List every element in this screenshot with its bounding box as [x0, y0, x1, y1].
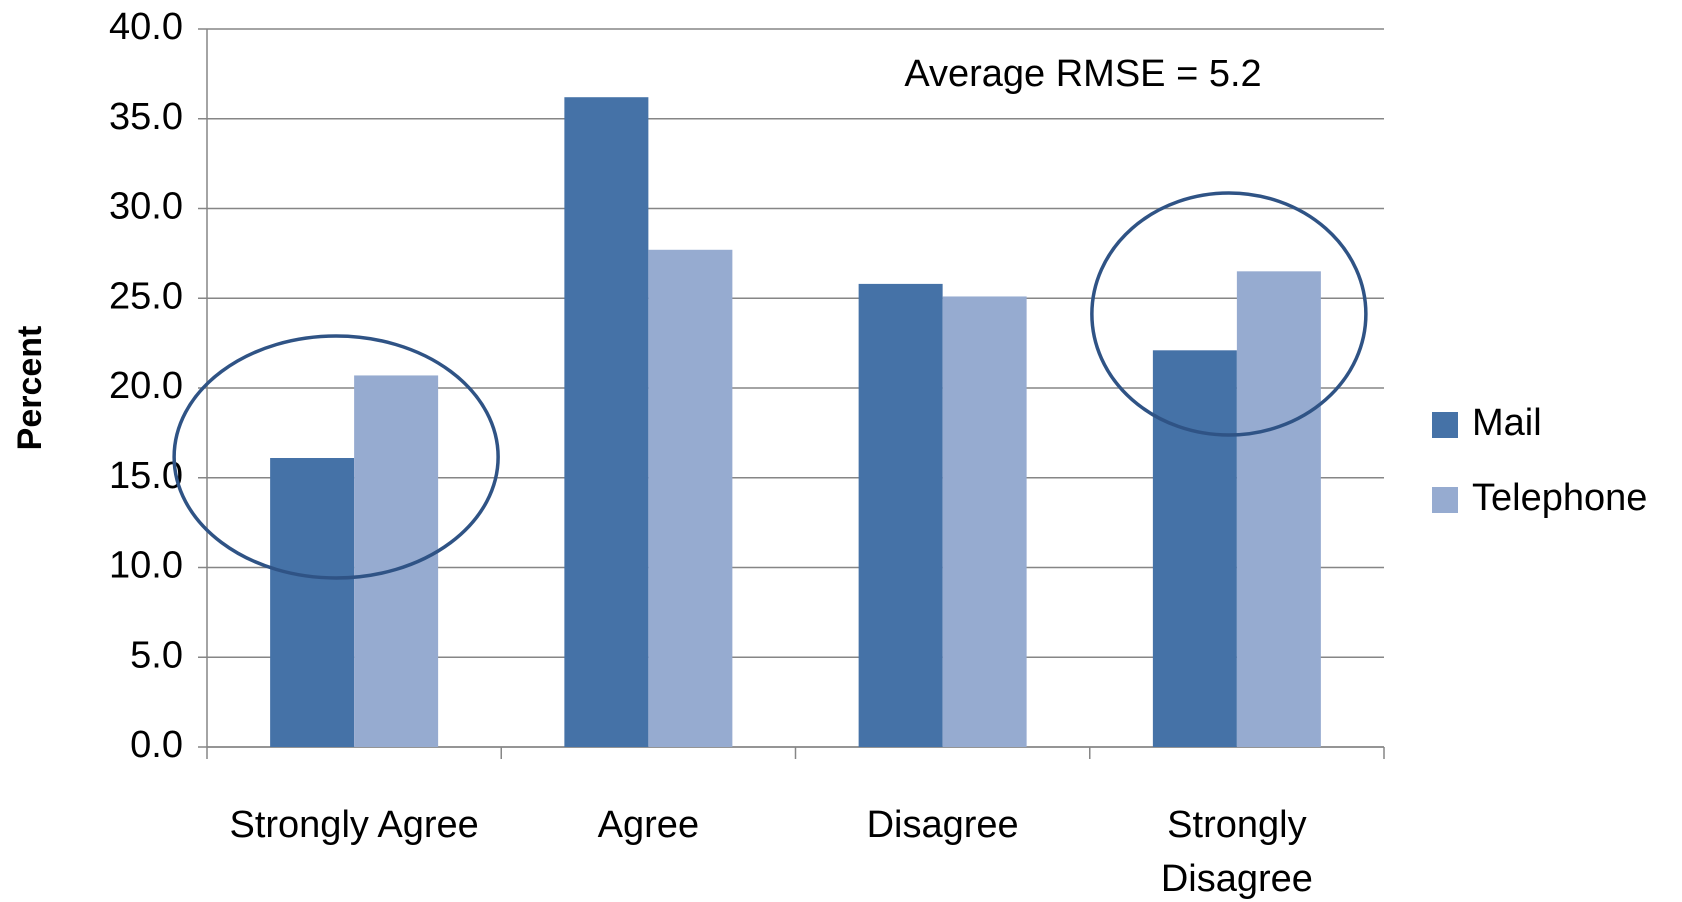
y-tick-label: 30.0 [109, 186, 183, 228]
bar [354, 375, 439, 747]
annotation: Average RMSE = 5.2 [904, 53, 1261, 95]
bar [942, 296, 1027, 747]
y-tick-label: 10.0 [109, 545, 183, 587]
highlight-ellipse [172, 334, 500, 580]
x-tick-label: Strongly Agree [229, 804, 479, 846]
y-tick-label: 25.0 [109, 275, 183, 317]
bar [564, 97, 649, 747]
y-tick-label: 35.0 [109, 96, 183, 138]
y-tick-label: 15.0 [109, 455, 183, 497]
y-tick-label: 0.0 [130, 724, 183, 766]
bar [270, 458, 355, 747]
highlight-ellipse [1090, 191, 1368, 437]
legend-swatch [1432, 412, 1458, 438]
legend-label: Telephone [1472, 477, 1647, 519]
bar [1152, 350, 1237, 747]
legend-swatch [1432, 487, 1458, 513]
y-tick-label: 5.0 [130, 634, 183, 676]
bar [1236, 271, 1321, 747]
bar [858, 283, 943, 747]
x-tick-label: Disagree [866, 804, 1019, 846]
y-tick-label: 20.0 [109, 365, 183, 407]
y-axis-label: Percent [11, 326, 49, 451]
x-tick-label: Agree [597, 804, 700, 846]
bar [648, 249, 733, 747]
x-tick-label: Strongly Disagree [1160, 804, 1313, 900]
y-tick-label: 40.0 [109, 6, 183, 48]
legend-label: Mail [1472, 402, 1542, 444]
